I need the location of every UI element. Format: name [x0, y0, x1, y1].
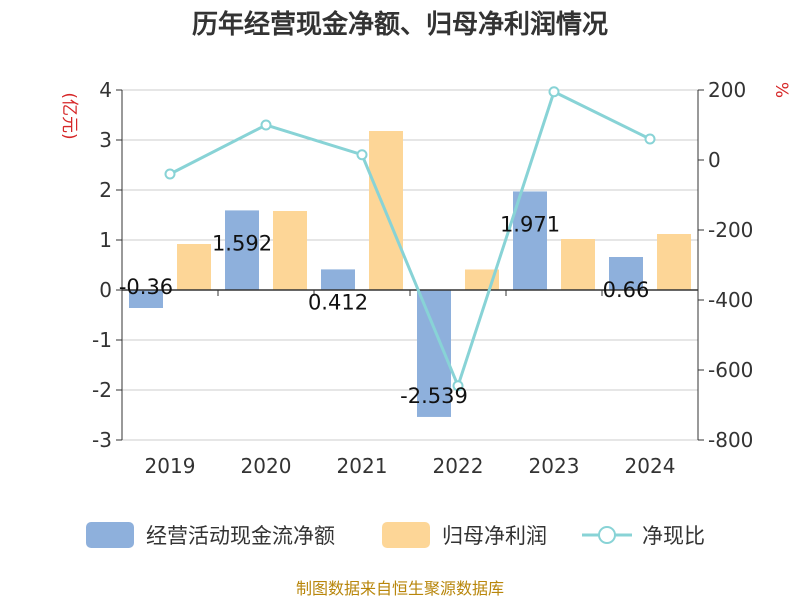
x-tick-label: 2024	[625, 454, 676, 478]
net-profit-bar	[177, 244, 211, 290]
right-tick-label: 200	[708, 78, 746, 102]
source-note: 制图数据来自恒生聚源数据库	[296, 579, 504, 598]
x-tick-label: 2021	[337, 454, 388, 478]
right-tick-label: -200	[708, 218, 753, 242]
x-tick-label: 2019	[145, 454, 196, 478]
left-tick-label: 3	[99, 128, 112, 152]
left-tick-label: 1	[99, 228, 112, 252]
ratio-point	[644, 133, 656, 145]
right-tick-label: -400	[708, 288, 753, 312]
ratio-point	[356, 149, 368, 161]
x-tick-label: 2022	[433, 454, 484, 478]
left-tick-label: -3	[92, 428, 112, 452]
left-tick-label: 2	[99, 178, 112, 202]
net-profit-bar	[273, 211, 307, 290]
ratio-point	[260, 119, 272, 131]
legend-swatch-netprofit	[382, 522, 430, 548]
cashflow-bar	[321, 269, 355, 290]
cashflow-data-label: 1.971	[500, 212, 560, 236]
right-tick-label: -600	[708, 358, 753, 382]
ratio-point	[164, 168, 176, 180]
ratio-line	[164, 86, 656, 392]
net-profit-bar	[561, 239, 595, 290]
right-tick-label: -800	[708, 428, 753, 452]
cashflow-bar	[225, 210, 259, 290]
left-axis-unit: (亿元)	[59, 92, 79, 139]
cashflow-data-label: 0.412	[308, 290, 368, 314]
chart-title: 历年经营现金净额、归母净利润情况	[192, 9, 608, 40]
left-tick-label: 4	[99, 78, 112, 102]
x-tick-label: 2023	[529, 454, 580, 478]
cashflow-bar	[129, 290, 163, 308]
left-tick-label: -2	[92, 378, 112, 402]
net-profit-bar	[657, 234, 691, 290]
right-axis-unit: %	[771, 82, 791, 98]
cashflow-data-label: 1.592	[212, 231, 272, 255]
legend-label-netprofit: 归母净利润	[442, 524, 547, 548]
x-tick-label: 2020	[241, 454, 292, 478]
legend-swatch-cashflow	[86, 522, 134, 548]
axes: 4 3 2 1 0 -1 -2 -3 200 0 -200 -400 -600 -800 2019 2020 2…	[92, 78, 753, 478]
bars	[129, 131, 691, 417]
cashflow-data-label: 0.66	[603, 278, 650, 302]
legend-label-ratio: 净现比	[642, 524, 705, 548]
cashflow-bar	[609, 257, 643, 290]
legend-swatch-ratio-marker	[598, 526, 616, 544]
cashflow-data-label: -0.36	[119, 275, 173, 299]
right-tick-label: 0	[708, 148, 721, 172]
legend-label-cashflow: 经营活动现金流净额	[146, 524, 335, 548]
ratio-point	[452, 380, 464, 392]
left-tick-label: -1	[92, 328, 112, 352]
cashflow-data-label: -2.539	[400, 384, 468, 408]
left-tick-label: 0	[99, 278, 112, 302]
legend: 经营活动现金流净额 归母净利润 净现比	[86, 522, 705, 548]
ratio-line-path	[169, 89, 651, 391]
ratio-point	[548, 86, 560, 98]
cashflow-bar	[513, 191, 547, 290]
data-labels: -0.36 1.592 0.412 -2.539 1.971 0.66	[119, 212, 650, 408]
